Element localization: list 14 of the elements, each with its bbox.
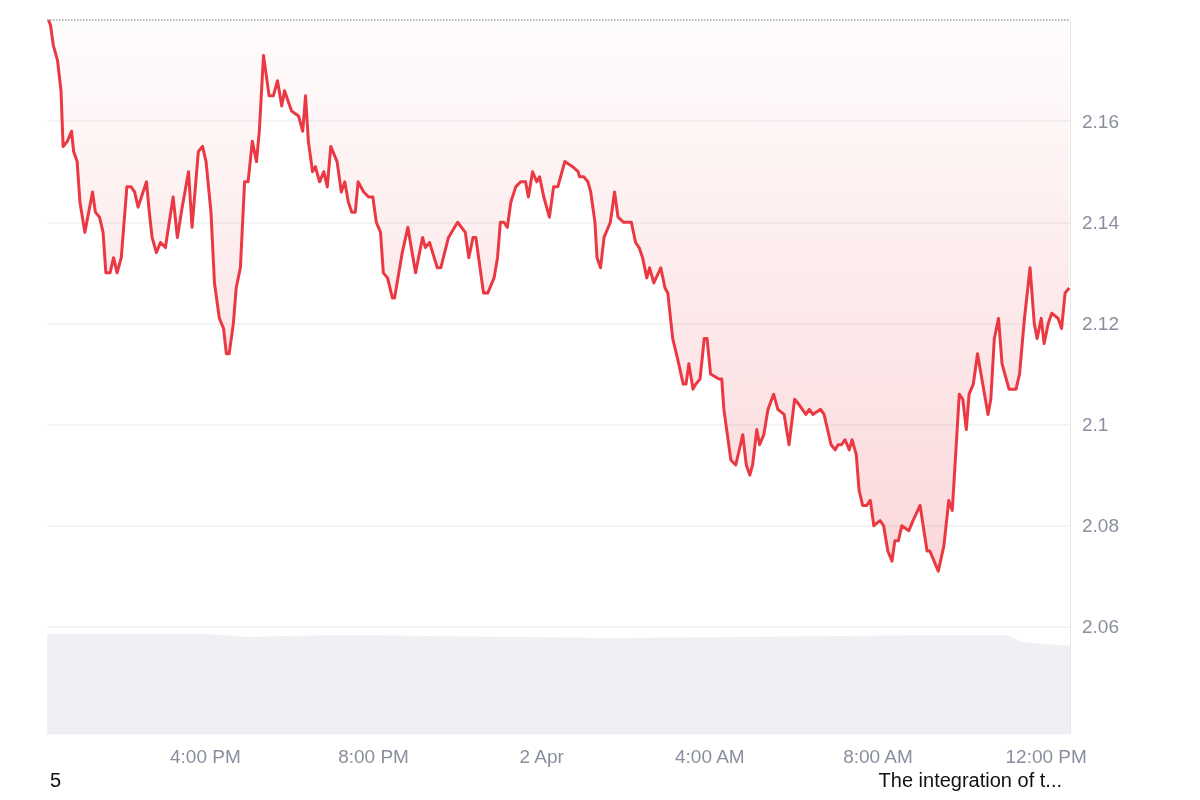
y-tick-label: 2.16 — [1082, 110, 1119, 132]
x-tick-label: 8:00 PM — [338, 746, 409, 767]
y-tick-label: 2.12 — [1082, 312, 1119, 334]
text: The integration of t... — [878, 769, 1062, 791]
x-tick-label: 12:00 PM — [1005, 746, 1087, 767]
y-tick-label: 2.1 — [1082, 414, 1109, 436]
text: 5 — [50, 769, 62, 791]
x-tick-label: 8:00 AM — [843, 746, 913, 767]
x-tick-label: 2 Apr — [519, 746, 565, 767]
x-tick-label: 4:00 AM — [674, 746, 745, 767]
x-tick-label: 4:00 PM — [169, 746, 241, 767]
y-tick-label: 2.08 — [1082, 515, 1119, 537]
y-tick-label: 2.14 — [1082, 211, 1120, 233]
y-tick-label: 2.06 — [1082, 616, 1119, 638]
